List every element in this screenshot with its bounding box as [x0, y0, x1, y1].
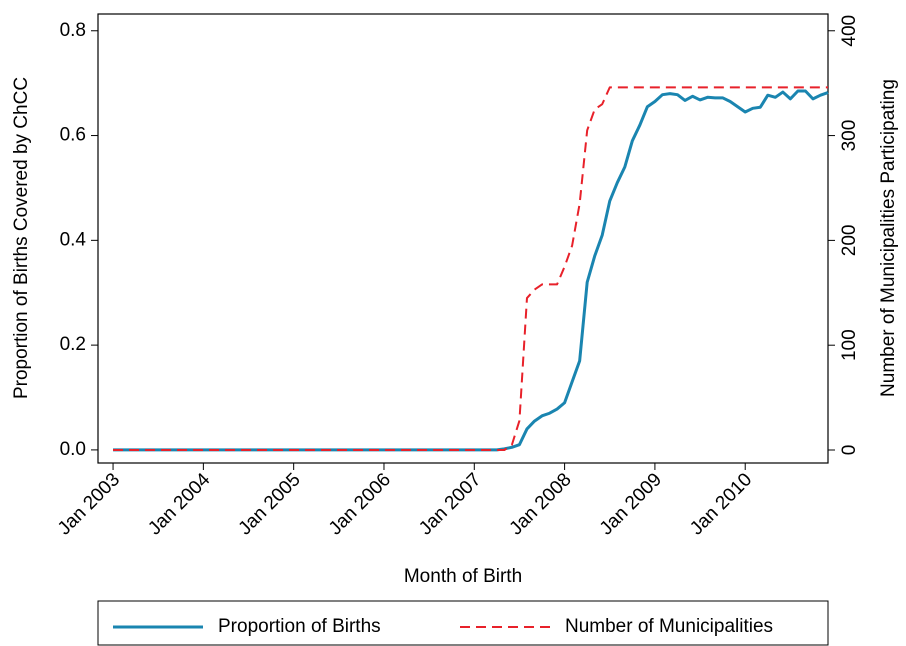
- y-tick-label: 0.2: [60, 334, 86, 355]
- data-line: [113, 89, 829, 452]
- plot-frame: [97, 13, 829, 464]
- y-tick-label: 0.6: [60, 125, 86, 146]
- x-axis-label: Month of Birth: [404, 566, 522, 587]
- legend-box: [97, 600, 829, 646]
- x-tick-label: Jan 2010: [686, 469, 756, 539]
- x-tick-label: Jan 2008: [506, 469, 576, 539]
- x-tick-label: Jan 2003: [54, 469, 124, 539]
- y-tick-label: 0.4: [60, 229, 87, 250]
- legend-label: Number of Municipalities: [565, 616, 773, 637]
- y2-tick-label: 0: [839, 445, 860, 456]
- x-tick-label: Jan 2006: [325, 469, 395, 539]
- y-tick-label: 0.0: [60, 439, 86, 460]
- x-tick-label: Jan 2005: [235, 469, 305, 539]
- y-tick-label: 0.8: [60, 20, 86, 41]
- y2-axis-label: Number of Municipalities Participating: [878, 79, 899, 397]
- x-tick-label: Jan 2009: [596, 469, 666, 539]
- y-axis-label: Proportion of Births Covered by ChCC: [11, 77, 32, 399]
- y2-tick-label: 200: [839, 225, 860, 257]
- data-line: [113, 86, 828, 451]
- legend-label: Proportion of Births: [218, 616, 381, 637]
- y2-tick-label: 400: [839, 15, 860, 47]
- y2-tick-label: 300: [839, 120, 860, 152]
- y2-tick-label: 100: [839, 329, 860, 361]
- x-tick-label: Jan 2004: [144, 469, 214, 539]
- x-tick-label: Jan 2007: [415, 469, 485, 539]
